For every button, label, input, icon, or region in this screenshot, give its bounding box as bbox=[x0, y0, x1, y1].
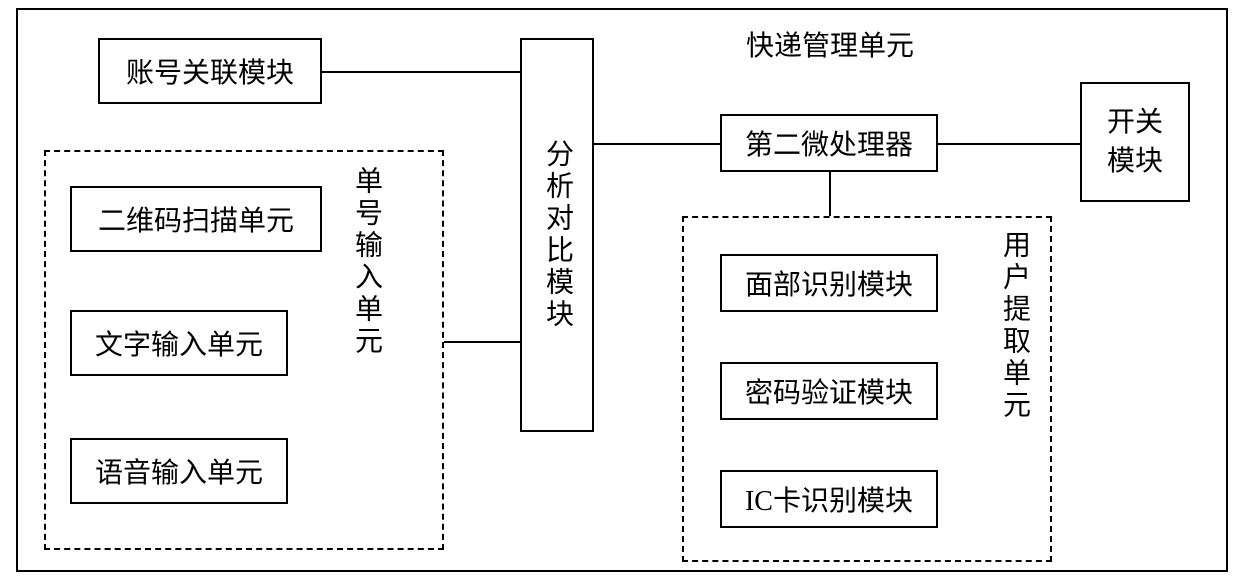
node-password-label: 密码验证模块 bbox=[745, 371, 913, 411]
node-password: 密码验证模块 bbox=[720, 362, 938, 420]
node-text-input: 文字输入单元 bbox=[70, 310, 288, 376]
node-voice-input-label: 语音输入单元 bbox=[95, 451, 263, 491]
node-qr-scan-label: 二维码扫描单元 bbox=[98, 199, 294, 239]
node-micro2-label: 第二微处理器 bbox=[745, 123, 913, 163]
node-analysis: 分析对比模块 bbox=[520, 38, 594, 432]
node-ic: IC卡识别模块 bbox=[720, 470, 938, 528]
group-order-input-vlabel: 单号输入单元 bbox=[346, 166, 386, 536]
node-face-label: 面部识别模块 bbox=[745, 263, 913, 303]
node-account-assoc: 账号关联模块 bbox=[98, 38, 322, 104]
node-face: 面部识别模块 bbox=[720, 254, 938, 312]
node-switch-label: 开关模块 bbox=[1104, 103, 1166, 181]
node-micro2: 第二微处理器 bbox=[720, 114, 938, 172]
diagram-canvas: 快递管理单元 账号关联模块 单号输入单元 二维码扫描单元 文字输入单元 语音输入… bbox=[0, 0, 1240, 582]
diagram-title: 快递管理单元 bbox=[700, 24, 960, 64]
group-user-pick-vlabel: 用户提取单元 bbox=[994, 230, 1034, 550]
node-account-assoc-label: 账号关联模块 bbox=[126, 51, 294, 91]
node-voice-input: 语音输入单元 bbox=[70, 438, 288, 504]
node-qr-scan: 二维码扫描单元 bbox=[70, 186, 322, 252]
node-text-input-label: 文字输入单元 bbox=[95, 323, 263, 363]
node-ic-label: IC卡识别模块 bbox=[745, 479, 913, 519]
node-switch: 开关模块 bbox=[1080, 82, 1190, 202]
node-analysis-label: 分析对比模块 bbox=[537, 139, 577, 331]
